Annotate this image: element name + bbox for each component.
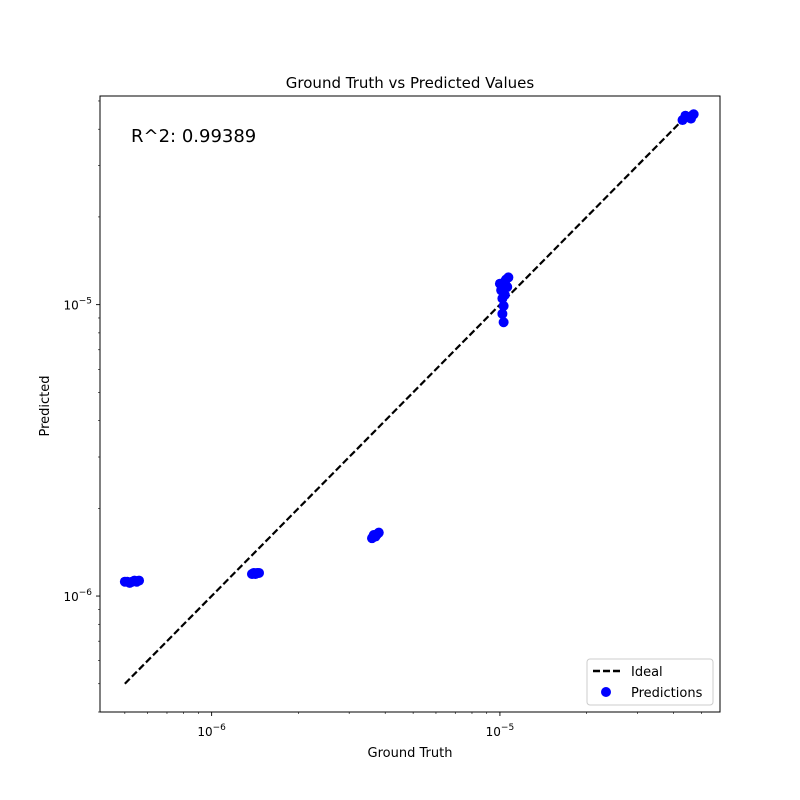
axes-frame — [99, 95, 721, 713]
prediction-point — [498, 300, 509, 311]
prediction-point — [498, 317, 509, 328]
prediction-point — [254, 567, 265, 578]
prediction-point — [134, 575, 145, 586]
legend: Ideal Predictions — [586, 658, 714, 706]
x-tick-label: 10−5 — [486, 723, 515, 739]
prediction-point — [503, 272, 514, 283]
legend-predictions-label: Predictions — [631, 686, 703, 701]
prediction-point — [499, 289, 510, 300]
legend-ideal-label: Ideal — [631, 665, 663, 680]
ideal-line — [124, 110, 692, 685]
x-tick-label: 10−6 — [197, 723, 226, 739]
prediction-point — [373, 527, 384, 538]
prediction-point — [497, 308, 508, 319]
x-axis-label: Ground Truth — [368, 746, 453, 761]
legend-predictions-marker — [601, 687, 611, 697]
y-axis-label: Predicted — [38, 375, 53, 436]
chart-title: Ground Truth vs Predicted Values — [286, 74, 535, 92]
prediction-point — [688, 109, 699, 120]
r-squared-annotation: R^2: 0.99389 — [131, 126, 256, 147]
y-tick-label: 10−6 — [63, 588, 92, 604]
plot-area: 10−6 10−5 10−6 10−5 — [63, 95, 721, 739]
y-tick-label: 10−5 — [63, 297, 92, 313]
prediction-point — [502, 281, 513, 292]
